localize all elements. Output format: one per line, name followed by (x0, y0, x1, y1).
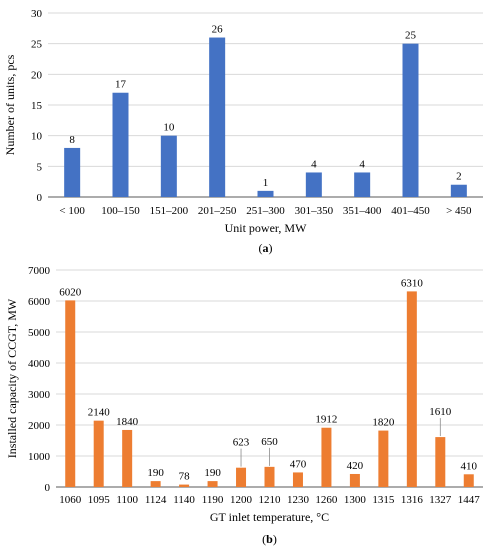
data-label: 78 (179, 471, 191, 483)
data-label: 8 (69, 134, 75, 146)
data-label: 4 (311, 158, 317, 170)
y-tick-label: 30 (31, 8, 43, 20)
data-label: 17 (115, 79, 127, 91)
bar (236, 467, 247, 487)
x-tick-label: 1140 (173, 494, 195, 506)
y-tick-label: 0 (37, 192, 43, 204)
bar (264, 466, 275, 487)
y-tick-label: 1000 (28, 451, 51, 463)
data-label: 6310 (401, 277, 424, 289)
bar (435, 437, 446, 487)
data-label: 2140 (88, 407, 111, 419)
bar (93, 420, 104, 487)
bar (354, 172, 371, 197)
x-tick-label: 251–300 (246, 205, 285, 217)
bar (122, 429, 133, 487)
x-tick-label: 1210 (259, 494, 282, 506)
x-tick-label: 1230 (287, 494, 310, 506)
y-tick-label: 5000 (28, 327, 51, 339)
x-tick-label: 1327 (429, 494, 452, 506)
data-label: 190 (204, 467, 221, 479)
x-tick-label: 151–200 (150, 205, 189, 217)
bar (463, 474, 474, 487)
y-axis-title: Installed capacity of CCGT, MW (5, 298, 19, 458)
x-tick-label: 1300 (344, 494, 367, 506)
x-tick-label: < 100 (59, 205, 85, 217)
x-tick-label: 1060 (59, 494, 82, 506)
x-tick-label: 1447 (458, 494, 481, 506)
data-label: 190 (147, 467, 164, 479)
x-tick-label: 1260 (315, 494, 338, 506)
data-label: 470 (290, 458, 307, 470)
panel-label: (b) (262, 532, 277, 546)
y-tick-label: 5 (37, 161, 43, 173)
x-tick-label: 1095 (88, 494, 111, 506)
bar (64, 147, 81, 197)
data-label: 1820 (372, 417, 395, 429)
x-tick-label: 1316 (401, 494, 424, 506)
y-tick-label: 25 (31, 39, 43, 51)
x-tick-label: > 450 (446, 205, 472, 217)
x-tick-label: 351–400 (343, 205, 382, 217)
chart-b: 0 1000 2000 3000 4000 5000 6000 7000 6020 1060 214… (5, 265, 483, 546)
bar (321, 427, 332, 487)
bar (292, 472, 303, 487)
data-label: 420 (347, 460, 364, 472)
bar (209, 37, 226, 198)
data-label: 1 (263, 177, 269, 189)
y-tick-label: 6000 (28, 296, 51, 308)
x-tick-label: 301–350 (295, 205, 334, 217)
y-tick-label: 15 (31, 100, 43, 112)
data-label: 25 (405, 30, 417, 42)
bar (207, 481, 218, 487)
data-label: 4 (359, 158, 365, 170)
bar (150, 481, 161, 487)
y-tick-label: 0 (45, 482, 51, 494)
data-label: 2 (456, 171, 462, 183)
bar (305, 172, 322, 197)
bar (378, 430, 389, 487)
bar (450, 184, 467, 197)
data-label: 410 (461, 460, 478, 472)
x-axis-title: GT inlet temperature, °C (210, 510, 329, 524)
data-label: 26 (212, 24, 224, 36)
panel-label: (a) (259, 241, 273, 255)
chart-a: 0 5 10 15 20 25 30 8 < 100 17 100–150 10 151–200 26 20… (3, 8, 483, 255)
data-label: 1610 (429, 406, 452, 418)
y-tick-label: 10 (31, 131, 43, 143)
x-tick-label: 401–450 (391, 205, 430, 217)
data-label: 1840 (116, 416, 139, 428)
data-label: 1912 (315, 414, 337, 426)
data-label: 650 (261, 436, 278, 448)
bar (65, 300, 76, 487)
y-tick-label: 20 (31, 69, 43, 81)
y-tick-label: 7000 (28, 265, 51, 277)
x-tick-label: 1200 (230, 494, 253, 506)
x-axis-title: Unit power, MW (225, 221, 308, 235)
data-label: 623 (233, 437, 250, 449)
y-tick-label: 2000 (28, 420, 51, 432)
bar (257, 190, 274, 197)
bar (112, 92, 129, 197)
y-axis-title: Number of units, pcs (3, 54, 17, 155)
bar (179, 484, 190, 487)
y-tick-label: 4000 (28, 358, 51, 370)
x-tick-label: 100–150 (101, 205, 140, 217)
bar (402, 43, 419, 197)
y-tick-label: 3000 (28, 389, 51, 401)
x-tick-label: 201–250 (198, 205, 237, 217)
x-tick-label: 1124 (145, 494, 167, 506)
bar (160, 135, 177, 197)
bar (349, 473, 360, 487)
x-tick-label: 1315 (372, 494, 395, 506)
data-label: 10 (163, 122, 175, 134)
data-label: 6020 (59, 286, 82, 298)
x-tick-label: 1190 (202, 494, 224, 506)
bar (406, 291, 417, 487)
x-tick-label: 1100 (116, 494, 138, 506)
